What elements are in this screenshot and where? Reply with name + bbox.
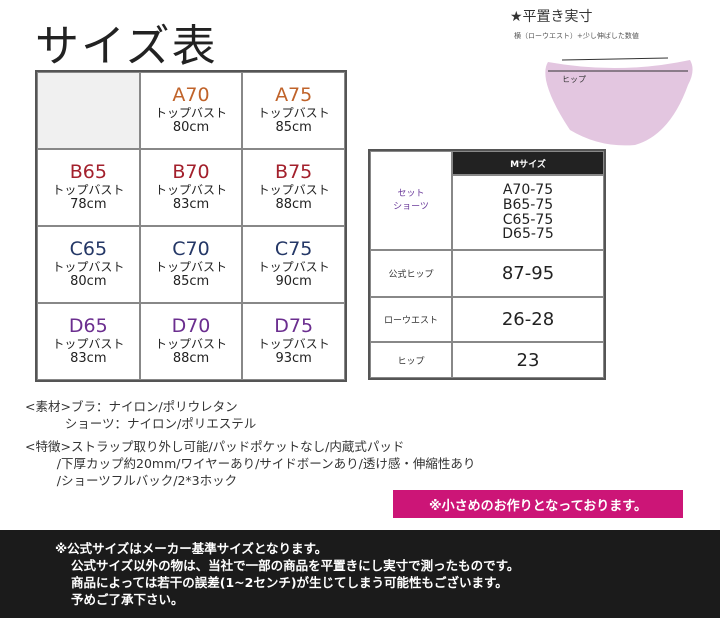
table-corner: セット ショーツ xyxy=(370,151,452,250)
row-label: ローウエスト xyxy=(370,297,452,342)
set-size: D65-75 xyxy=(502,226,554,243)
top-bust-label: トップバスト xyxy=(154,260,227,275)
footer-disclaimer: ※公式サイズはメーカー基準サイズとなります。 公式サイズ以外の物は、当社で一部の… xyxy=(0,530,720,618)
page-title: サイズ表 xyxy=(35,21,218,72)
size-cell: B65 トップバスト 78cm xyxy=(37,149,140,226)
disclaimer-line: 予めご了承下さい。 xyxy=(71,592,184,607)
shorts-size-table: セット ショーツ Mサイズ A70-75 B65-75 C65-75 D65-7… xyxy=(368,149,606,380)
top-bust-label: トップバスト xyxy=(257,260,330,275)
cup-size: C70 xyxy=(172,238,210,261)
empty-cell xyxy=(37,72,140,149)
cup-size: D65 xyxy=(68,315,108,338)
row-label: ヒップ xyxy=(370,342,452,378)
hip-label: ヒップ xyxy=(562,75,586,84)
top-bust-label: トップバスト xyxy=(257,106,330,121)
row-value: 87-95 xyxy=(452,250,604,297)
size-header: Mサイズ xyxy=(452,151,604,175)
bra-size-grid: A70 トップバスト 80cm A75 トップバスト 85cm B65 トップバスト… xyxy=(35,70,347,382)
top-bust-value: 85cm xyxy=(172,273,210,289)
size-cell: C75 トップバスト 90cm xyxy=(242,226,345,303)
material-line: <素材>ブラ：ナイロン/ポリウレタン xyxy=(25,399,238,414)
top-bust-value: 80cm xyxy=(172,119,210,135)
cup-size: A75 xyxy=(275,84,313,107)
top-bust-value: 88cm xyxy=(275,196,312,212)
material-line: ショーツ：ナイロン/ポリエステル xyxy=(25,416,257,431)
cup-size: A70 xyxy=(172,84,210,107)
size-cell: B75 トップバスト 88cm xyxy=(242,149,345,226)
top-bust-value: 88cm xyxy=(172,350,210,366)
top-bust-label: トップバスト xyxy=(257,337,330,352)
illustration-caption: 横（ローウエスト）+少し伸ばした数値 xyxy=(514,32,639,40)
top-bust-value: 90cm xyxy=(275,273,312,289)
cup-size: D70 xyxy=(171,315,211,338)
cup-size: D75 xyxy=(274,315,314,338)
shorts-label: ショーツ xyxy=(393,201,429,212)
feature-line: /ショーツフルバック/2*3ホック xyxy=(25,473,238,488)
cup-size: C65 xyxy=(69,238,108,261)
cup-size: B65 xyxy=(69,161,107,184)
top-bust-label: トップバスト xyxy=(52,183,125,198)
feature-line: /下厚カップ約20mm/ワイヤーあり/サイドボーンあり/透け感・伸縮性あり xyxy=(25,456,476,471)
size-notice-banner: ※小さめのお作りとなっております。 xyxy=(393,490,683,518)
top-bust-value: 93cm xyxy=(275,350,312,366)
top-bust-label: トップバスト xyxy=(154,337,227,352)
set-size: B65-75 xyxy=(502,196,554,213)
size-cell: C65 トップバスト 80cm xyxy=(37,226,140,303)
size-cell: D75 トップバスト 93cm xyxy=(242,303,345,380)
disclaimer-line: 商品によっては若干の誤差(1~2センチ)が生じてしまう可能性もございます。 xyxy=(71,575,508,590)
shorts-illustration: ヒップ xyxy=(545,57,693,146)
size-cell: A70 トップバスト 80cm xyxy=(139,72,243,149)
top-bust-value: 78cm xyxy=(70,196,107,212)
size-cell: D70 トップバスト 88cm xyxy=(139,303,243,380)
disclaimer-line: 公式サイズ以外の物は、当社で一部の商品を平置きにし実寸で測ったものです。 xyxy=(71,558,520,573)
set-label: セット xyxy=(397,188,425,199)
set-size: C65-75 xyxy=(502,211,554,228)
row-value: 23 xyxy=(452,342,604,378)
illustration-heading: ★平置き実寸 xyxy=(510,9,593,25)
top-bust-value: 80cm xyxy=(70,273,107,289)
top-bust-value: 83cm xyxy=(70,350,107,366)
top-bust-value: 85cm xyxy=(275,119,312,135)
size-cell: C70 トップバスト 85cm xyxy=(139,226,243,303)
top-bust-value: 83cm xyxy=(172,196,210,212)
cup-size: B75 xyxy=(275,161,313,184)
top-bust-label: トップバスト xyxy=(52,260,125,275)
size-cell: D65 トップバスト 83cm xyxy=(37,303,140,380)
disclaimer-line: ※公式サイズはメーカー基準サイズとなります。 xyxy=(55,541,328,556)
cup-size: B70 xyxy=(172,161,210,184)
top-bust-label: トップバスト xyxy=(52,337,125,352)
row-value: 26-28 xyxy=(452,297,604,342)
size-cell: B70 トップバスト 83cm xyxy=(139,149,243,226)
cup-size: C75 xyxy=(274,238,313,261)
row-label: 公式ヒップ xyxy=(370,250,452,297)
size-cell: A75 トップバスト 85cm xyxy=(242,72,345,149)
feature-line: <特徴>ストラップ取り外し可能/パッドポケットなし/内蔵式パッド xyxy=(25,439,405,454)
top-bust-label: トップバスト xyxy=(154,183,227,198)
set-sizes: A70-75 B65-75 C65-75 D65-75 xyxy=(452,175,604,250)
top-bust-label: トップバスト xyxy=(257,183,330,198)
top-bust-label: トップバスト xyxy=(154,106,227,121)
set-size: A70-75 xyxy=(502,182,554,199)
materials-text: <素材>ブラ：ナイロン/ポリウレタン ショーツ：ナイロン/ポリエステル <特徴>ス… xyxy=(25,398,475,489)
